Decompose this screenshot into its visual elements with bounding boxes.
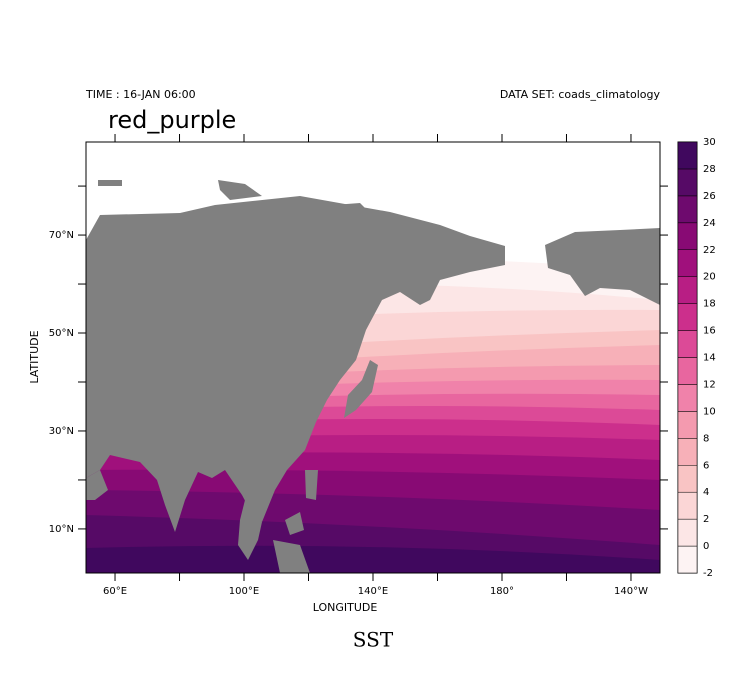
islands <box>273 470 318 573</box>
colorbar-swatch <box>677 168 698 197</box>
colorbar-label: 16 <box>703 326 716 337</box>
x-tick-label: 60°E <box>103 586 127 597</box>
colorbar-label: 30 <box>703 137 716 148</box>
colorbar-label: 18 <box>703 299 716 310</box>
colorbar-label: 28 <box>703 164 716 175</box>
x-tick-label: 140°E <box>358 586 388 597</box>
colorbar-swatch <box>677 545 698 574</box>
x-tick-label: 180° <box>490 586 514 597</box>
colorbar-label: 6 <box>703 460 709 471</box>
colorbar-label: 0 <box>703 541 709 552</box>
colorbar-swatch <box>677 195 698 224</box>
variable-label: SST <box>353 628 394 652</box>
colorbar-label: 22 <box>703 245 716 256</box>
colorbar-label: 8 <box>703 433 709 444</box>
x-tick-label: 100°E <box>229 586 259 597</box>
colorbar-label: 10 <box>703 406 716 417</box>
y-axis-label: LATITUDE <box>28 330 41 383</box>
colorbar-swatch <box>677 222 698 250</box>
colorbar-label: 14 <box>703 353 716 364</box>
y-tick-label: 50°N <box>49 328 74 339</box>
colorbar-swatch <box>677 465 698 493</box>
x-tick-label: 140°W <box>614 586 648 597</box>
colorbar-label: 24 <box>703 218 716 229</box>
colorbar-swatch <box>677 276 698 304</box>
colorbar-label: 20 <box>703 272 716 283</box>
malay-peninsula <box>238 500 262 560</box>
y-tick-label: 70°N <box>49 230 74 241</box>
japan <box>344 360 378 418</box>
colorbar-swatch <box>677 249 698 277</box>
colorbar-swatch <box>677 438 698 466</box>
colorbar-label: -2 <box>703 568 713 579</box>
colorbar-swatch <box>677 357 698 385</box>
colorbar-swatch <box>677 141 698 170</box>
arabia <box>86 470 108 500</box>
colorbar-swatch <box>677 384 698 412</box>
x-axis-label: LONGITUDE <box>313 601 378 614</box>
y-tick-label: 30°N <box>49 426 74 437</box>
colorbar-swatch <box>677 518 698 547</box>
colorbar-swatch <box>677 303 698 331</box>
land <box>86 180 660 573</box>
plot-title: red_purple <box>108 106 236 134</box>
colorbar-swatch <box>677 411 698 439</box>
asia <box>86 196 505 532</box>
colorbar-label: 12 <box>703 379 716 390</box>
time-label: TIME : 16-JAN 06:00 <box>85 88 196 101</box>
alaska <box>545 228 660 305</box>
y-tick-label: 10°N <box>49 524 74 535</box>
colorbar-label: 26 <box>703 191 716 202</box>
sst-band <box>86 545 660 573</box>
dataset-label: DATA SET: coads_climatology <box>500 88 661 101</box>
colorbar-label: 2 <box>703 514 709 525</box>
colorbar-swatch <box>677 491 698 520</box>
colorbar-label: 4 <box>703 487 709 498</box>
colorbar-swatch <box>677 330 698 358</box>
arctic-islands <box>98 180 370 214</box>
